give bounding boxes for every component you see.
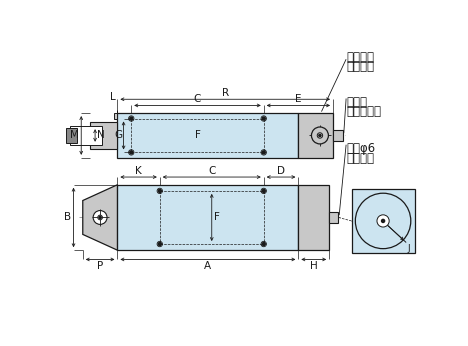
Bar [71, 126, 102, 145]
Text: ホース用: ホース用 [346, 152, 374, 165]
Text: R: R [222, 88, 229, 98]
Circle shape [377, 215, 389, 227]
Text: D: D [277, 165, 285, 175]
Text: C: C [208, 165, 215, 175]
Bar [114, 113, 117, 119]
Text: 刃開き: 刃開き [346, 96, 367, 109]
Circle shape [312, 127, 329, 144]
Text: G: G [114, 130, 122, 140]
Text: N: N [96, 130, 104, 140]
Text: 調整ネジ: 調整ネジ [346, 60, 374, 73]
Bar [117, 113, 299, 158]
Circle shape [262, 117, 265, 120]
Text: P: P [97, 261, 103, 271]
Text: J: J [408, 244, 410, 253]
Circle shape [262, 243, 265, 246]
Text: H: H [310, 261, 318, 271]
Polygon shape [83, 185, 117, 250]
Circle shape [262, 151, 265, 154]
Circle shape [262, 189, 265, 192]
Text: F: F [214, 212, 220, 222]
Bar [299, 185, 329, 250]
Circle shape [317, 133, 322, 138]
Circle shape [381, 219, 385, 222]
Bar [351, 189, 415, 253]
Circle shape [319, 134, 321, 137]
Circle shape [158, 243, 161, 246]
Text: K: K [135, 165, 142, 175]
Bar [117, 185, 299, 250]
Text: 外径φ6: 外径φ6 [346, 143, 375, 155]
Text: L: L [110, 92, 116, 102]
Text: 調整ボルト: 調整ボルト [346, 106, 381, 118]
Text: M: M [70, 130, 79, 140]
Bar [66, 128, 77, 143]
Circle shape [158, 189, 161, 192]
Circle shape [98, 215, 102, 220]
Bar [299, 113, 333, 158]
Bar [90, 122, 117, 148]
Bar [333, 130, 343, 141]
Bar [329, 212, 338, 223]
Text: B: B [64, 212, 71, 222]
Text: C: C [194, 94, 201, 104]
Text: スピコン: スピコン [346, 51, 374, 64]
Text: A: A [205, 261, 212, 271]
Circle shape [130, 117, 133, 120]
Text: E: E [295, 94, 301, 104]
Circle shape [99, 216, 101, 219]
Circle shape [93, 210, 107, 225]
Circle shape [130, 151, 133, 154]
Text: F: F [195, 130, 200, 140]
